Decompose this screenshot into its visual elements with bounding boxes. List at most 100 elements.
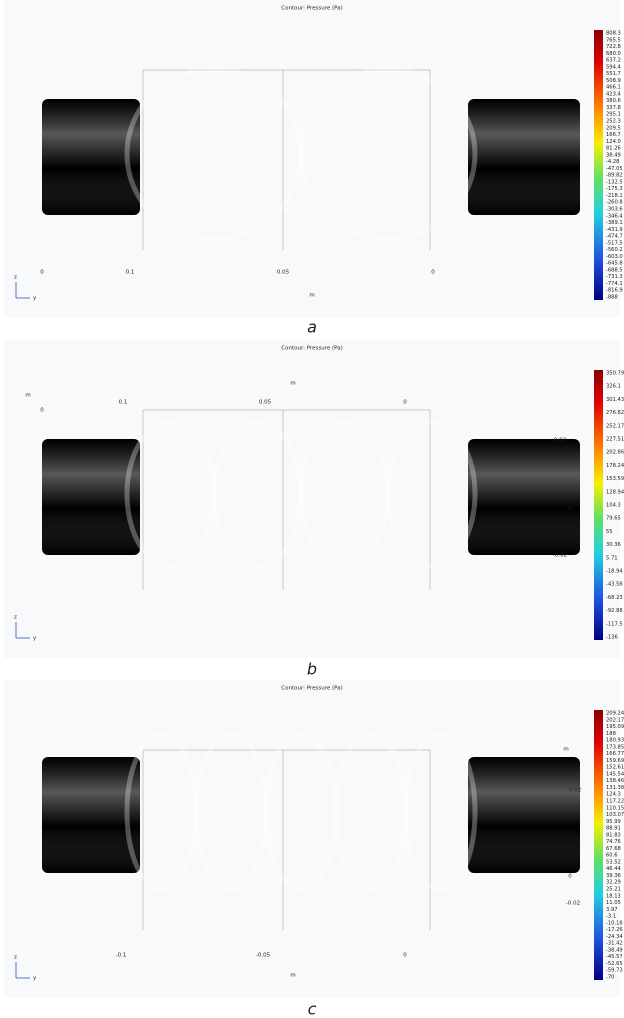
- colorbar-label: 722.8: [606, 44, 621, 50]
- axis-label: 0: [558, 495, 562, 501]
- triad-label: z: [14, 615, 17, 621]
- colorbar-label: -260.8: [606, 200, 623, 206]
- colorbar-label: 173.85: [606, 744, 624, 750]
- colorbar-label: -52.65: [606, 961, 623, 967]
- colorbar-label: 3.97: [606, 907, 618, 913]
- triad-label: z: [14, 955, 17, 961]
- axis-label: m: [567, 506, 572, 512]
- colorbar-label: 466.1: [606, 85, 621, 91]
- axis-label: m: [309, 293, 314, 299]
- colorbar-label: 508.9: [606, 78, 621, 84]
- colorbar-label: -3.1: [606, 914, 616, 920]
- axis-label: 0.1: [119, 400, 128, 406]
- colorbar-label: 30.36: [606, 542, 621, 548]
- colorbar-label: 67.68: [606, 846, 621, 852]
- cylinder-shade: [468, 99, 580, 215]
- figure: Contour: Pressure (Pa)00.10.050mzy808.37…: [0, 0, 624, 1018]
- colorbar-label: -560.2: [606, 247, 623, 253]
- axis-label: m: [25, 393, 30, 399]
- colorbar-label: 166.7: [606, 132, 621, 138]
- cylinder-shade: [468, 757, 580, 873]
- colorbar-label: 95.99: [606, 819, 621, 825]
- colorbar-label: 38.49: [606, 152, 621, 158]
- axis-label: 0.02: [569, 788, 581, 794]
- colorbar-label: 252.3: [606, 119, 621, 125]
- axis-label: 0: [431, 270, 435, 276]
- colorbar: [594, 370, 603, 640]
- axis-label: 0.05: [277, 270, 290, 276]
- colorbar-label: 88.91: [606, 826, 621, 832]
- colorbar-label: -59.73: [606, 968, 623, 974]
- colorbar-label: 39.36: [606, 873, 621, 879]
- axis-label: 0: [40, 408, 44, 414]
- colorbar-label: 326.1: [606, 384, 621, 390]
- axis-label: -0.02: [553, 553, 567, 559]
- colorbar-label: 276.82: [606, 410, 624, 416]
- colorbar-label: -31.42: [606, 941, 623, 947]
- colorbar-label: 188: [606, 731, 616, 737]
- colorbar-label: 209.5: [606, 125, 621, 131]
- colorbar-label: 60.6: [606, 853, 618, 859]
- colorbar-label: 209.24: [606, 711, 624, 717]
- colorbar-label: 166.77: [606, 751, 624, 757]
- colorbar-label: 227.51: [606, 437, 624, 443]
- colorbar-label: 18.13: [606, 893, 621, 899]
- colorbar-label: -389.1: [606, 220, 623, 226]
- colorbar-label: 104.3: [606, 503, 621, 509]
- panel-title: Contour: Pressure (Pa): [281, 686, 342, 692]
- colorbar-label: -474.7: [606, 234, 623, 240]
- panel-title: Contour: Pressure (Pa): [281, 6, 342, 12]
- colorbar-label: 808.3: [606, 31, 621, 37]
- colorbar-label: -92.88: [606, 608, 623, 614]
- colorbar-label: 350.79: [606, 371, 624, 377]
- colorbar-label: 124.0: [606, 139, 621, 145]
- colorbar-label: 79.65: [606, 516, 621, 522]
- colorbar-label: -175.3: [606, 186, 623, 192]
- colorbar-label: 32.29: [606, 880, 621, 886]
- colorbar-label: 152.61: [606, 765, 624, 771]
- colorbar-label: 765.5: [606, 37, 621, 43]
- colorbar-label: -68.23: [606, 595, 623, 601]
- colorbar-label: -346.4: [606, 213, 623, 219]
- colorbar-label: 11.05: [606, 900, 621, 906]
- cylinder-shade: [468, 439, 580, 555]
- colorbar-label: -17.26: [606, 927, 623, 933]
- axis-label: 0: [403, 953, 407, 959]
- colorbar-label: 153.59: [606, 476, 624, 482]
- colorbar-label: -70: [606, 975, 614, 981]
- colorbar-label: 25.21: [606, 887, 621, 893]
- colorbar-label: 74.76: [606, 839, 621, 845]
- colorbar-label: 55: [606, 529, 613, 535]
- colorbar-label: 138.46: [606, 778, 624, 784]
- colorbar-label: 180.93: [606, 738, 624, 744]
- axis-label: 0.02: [554, 438, 566, 444]
- colorbar-label: 252.17: [606, 423, 624, 429]
- colorbar-label: -603.0: [606, 254, 623, 260]
- colorbar-label: -10.18: [606, 920, 623, 926]
- colorbar-label: 159.69: [606, 758, 624, 764]
- panel-letter: a: [307, 318, 317, 337]
- colorbar-label: 423.4: [606, 91, 622, 97]
- axis-label: -0.02: [566, 901, 580, 907]
- axis-label: m: [290, 973, 295, 979]
- axis-label: m: [290, 381, 295, 387]
- colorbar-label: 295.1: [606, 112, 621, 118]
- colorbar-label: 103.07: [606, 812, 624, 818]
- colorbar-label: 128.94: [606, 489, 624, 495]
- panel-title: Contour: Pressure (Pa): [281, 346, 342, 352]
- axis-label: 0.05: [259, 400, 272, 406]
- colorbar-label: 110.15: [606, 805, 624, 811]
- colorbar-label: 337.8: [606, 105, 621, 111]
- axis-label: -0.05: [256, 953, 271, 959]
- axis-label: 0: [403, 400, 407, 406]
- colorbar-label: 637.2: [606, 58, 621, 64]
- colorbar-label: 131.38: [606, 785, 624, 791]
- axis-label: 0: [568, 874, 572, 880]
- colorbar-label: 145.54: [606, 771, 624, 777]
- colorbar-label: -18.94: [606, 569, 623, 575]
- axis-label: -0.1: [116, 953, 127, 959]
- colorbar-label: 202.86: [606, 450, 624, 456]
- colorbar-label: 81.83: [606, 832, 621, 838]
